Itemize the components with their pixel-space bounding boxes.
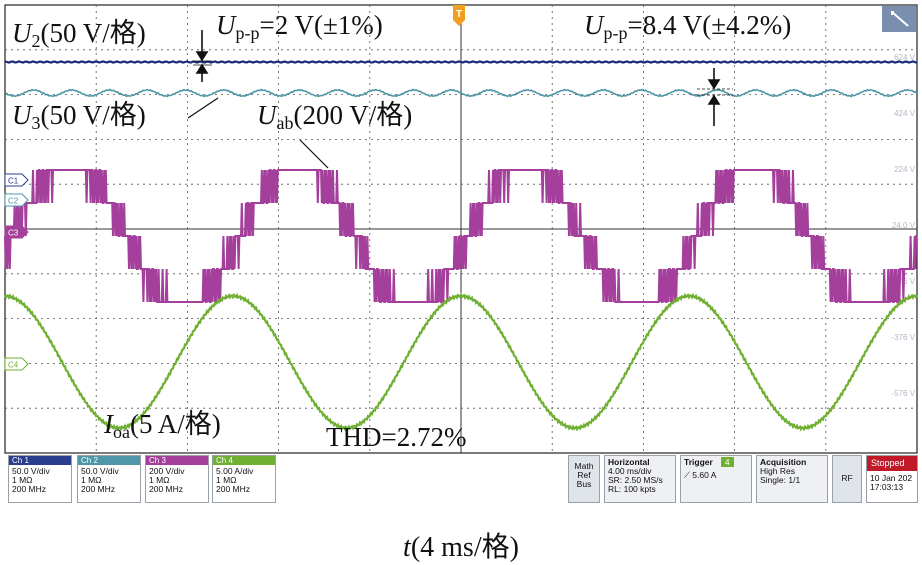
uab-label: Uab(200 V/格) — [257, 100, 413, 133]
rf-button[interactable]: RF — [832, 455, 862, 503]
svg-text:C3: C3 — [8, 229, 19, 238]
right-axis-tick: 24.0 V — [892, 221, 916, 230]
u2-ripple-label: Up-p=2 V(±1%) — [216, 10, 383, 43]
channel-panel-1[interactable]: Ch 1 50.0 V/div 1 MΩ 200 MHz — [8, 455, 72, 503]
panel-value: Single: 1/1 — [760, 475, 801, 485]
math-button-label: Math — [574, 461, 594, 471]
channel-panel-value: 200 MHz — [216, 484, 251, 494]
panel-title: Trigger 4 — [684, 457, 748, 467]
channel-panel-title: Ch 4 — [213, 456, 275, 465]
traces — [3, 60, 919, 432]
x-axis-label: t(4 ms/格) — [403, 532, 519, 563]
trace-ioa — [3, 292, 919, 432]
u2-ripple-arrows — [193, 30, 212, 82]
time-value: 17:03:13 — [870, 482, 904, 492]
channel-panel-value: 200 MHz — [149, 484, 184, 494]
right-axis-tick: -576 V — [891, 389, 915, 398]
menu-corner-icon[interactable] — [882, 6, 916, 32]
channel-markers: C1 C2 C3 C4 — [4, 173, 29, 371]
u3-label: U3(50 V/格) — [12, 100, 146, 133]
math-ref-bus-button[interactable]: Math Ref Bus — [568, 455, 600, 503]
rf-label: RF — [841, 473, 853, 483]
u2-label: U2(50 V/格) — [12, 18, 146, 51]
grid — [5, 5, 917, 453]
right-axis-tick: -376 V — [891, 333, 915, 342]
channel-marker-c4[interactable]: C4 — [4, 357, 29, 371]
panel-title: Horizontal — [608, 457, 650, 467]
panel-value: High Res — [760, 466, 795, 476]
right-axis-tick: 424 V — [894, 109, 916, 118]
date-value: 10 Jan 202 — [870, 473, 913, 483]
channel-marker-c2[interactable]: C2 — [4, 193, 29, 207]
math-button-label: Ref — [577, 470, 591, 480]
channel-marker-c3[interactable]: C3 — [4, 225, 29, 239]
svg-text:C1: C1 — [8, 177, 19, 186]
run-state-panel[interactable]: Stopped 10 Jan 202 17:03:13 — [866, 455, 918, 503]
channel-panel-value: 1 MΩ — [216, 475, 237, 485]
panel-title: Acquisition — [760, 457, 807, 467]
u3-ripple-label: Up-p=8.4 V(±4.2%) — [584, 10, 792, 43]
thd-label: THD=2.72% — [326, 422, 467, 452]
right-axis-tick: 624 V — [894, 53, 916, 62]
channel-panel-value: 50.0 V/div — [12, 466, 50, 476]
channel-panel-3[interactable]: Ch 3 200 V/div 1 MΩ 200 MHz — [145, 455, 209, 503]
channel-panel-value: 200 V/div — [149, 466, 185, 476]
horizontal-panel[interactable]: Horizontal 4.00 ms/div SR: 2.50 MS/s RL: 10… — [604, 455, 676, 503]
channel-panel-title: Ch 2 — [78, 456, 140, 465]
panel-value: SR: 2.50 MS/s — [608, 475, 663, 485]
acquisition-panel[interactable]: Acquisition High Res Single: 1/1 — [756, 455, 828, 503]
trigger-level: ⟋ 5.60 A — [684, 470, 717, 480]
u3-leader-line — [187, 97, 219, 119]
trace-u2 — [4, 60, 918, 64]
trigger-marker[interactable]: T — [453, 5, 465, 26]
math-button-label: Bus — [576, 479, 592, 489]
u3-ripple-arrows — [697, 68, 733, 126]
x-axis-scale: (4 ms/格) — [410, 532, 519, 563]
channel-panel-value: 50.0 V/div — [81, 466, 119, 476]
panel-value: 4.00 ms/div — [608, 466, 652, 476]
channel-panel-value: 1 MΩ — [81, 475, 102, 485]
channel-marker-c1[interactable]: C1 — [4, 173, 29, 187]
channel-panel-title: Ch 1 — [9, 456, 71, 465]
trigger-panel[interactable]: Trigger 4 ⟋ 5.60 A — [680, 455, 752, 503]
channel-panel-title: Ch 3 — [146, 456, 208, 465]
channel-panel-value: 200 MHz — [12, 484, 47, 494]
channel-panel-value: 1 MΩ — [149, 475, 170, 485]
panel-value: RL: 100 kpts — [608, 484, 656, 494]
right-axis-tick: 224 V — [894, 165, 916, 174]
channel-panel-value: 1 MΩ — [12, 475, 33, 485]
uab-leader-line — [299, 139, 329, 169]
svg-text:C4: C4 — [8, 361, 19, 370]
run-state: Stopped — [867, 456, 917, 471]
channel-panel-2[interactable]: Ch 2 50.0 V/div 1 MΩ 200 MHz — [77, 455, 141, 503]
trace-uab — [4, 169, 918, 303]
channel-panel-value: 5.00 A/div — [216, 466, 254, 476]
svg-text:C2: C2 — [8, 197, 19, 206]
channel-panel-4[interactable]: Ch 4 5.00 A/div 1 MΩ 200 MHz — [212, 455, 276, 503]
channel-panel-value: 200 MHz — [81, 484, 116, 494]
trace-u3 — [4, 88, 918, 98]
svg-text:T: T — [456, 9, 462, 20]
ioa-label: Ioa(5 A/格) — [104, 409, 221, 442]
